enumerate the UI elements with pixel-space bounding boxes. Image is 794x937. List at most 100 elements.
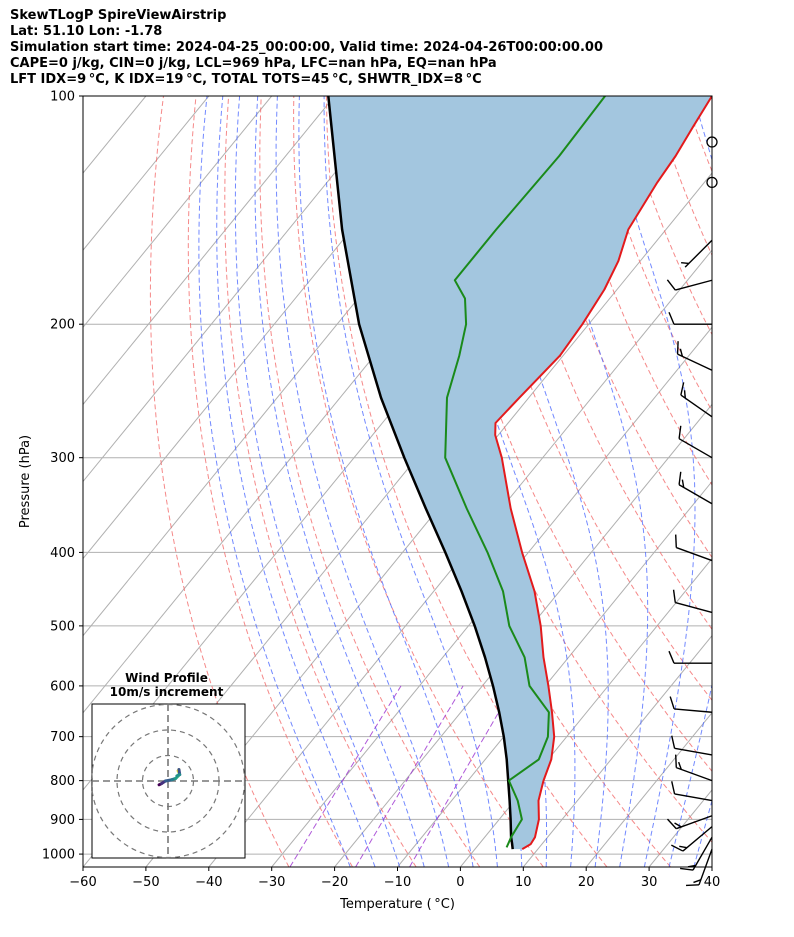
cin-shading: [328, 96, 712, 850]
barb-staff: [682, 826, 713, 852]
calm-circle: [706, 176, 718, 189]
barb-feather: [668, 311, 675, 325]
x-tick-label: −30: [258, 875, 285, 890]
barb-feather: [666, 818, 677, 830]
barb-feather: [666, 279, 676, 291]
x-tick-label: 20: [578, 875, 595, 890]
isotherm-line: [83, 96, 398, 483]
barb-feather: [674, 534, 677, 548]
barb-feather: [671, 735, 676, 749]
wind-barb: [674, 754, 713, 782]
y-axis-label: Pressure (hPa): [18, 435, 33, 528]
mixing-ratio-line: [289, 685, 402, 867]
moist-adiabat: [198, 96, 351, 867]
location-label: Lat: 51.10 Lon: -1.78: [10, 24, 163, 39]
calm-circle: [706, 136, 718, 148]
moist-adiabat: [323, 96, 498, 867]
mixing-ratio-line: [355, 685, 464, 867]
isotherm-line: [648, 789, 712, 867]
x-axis-label: Temperature ( °C): [339, 897, 455, 912]
hodograph-ring: [90, 703, 246, 859]
isotherm-line: [271, 326, 712, 867]
dry-adiabat: [717, 96, 794, 867]
barb-staff: [692, 836, 713, 871]
x-tick-label: 10: [515, 875, 532, 890]
wind-barb: [668, 311, 712, 325]
barb-staff: [674, 747, 713, 756]
barb-feather: [669, 696, 675, 710]
moist-adiabat: [601, 96, 696, 867]
chart-title: SkewTLogP SpireViewAirstrip: [10, 8, 227, 23]
barb-staff: [678, 484, 713, 505]
x-tick-label: 0: [456, 875, 464, 890]
y-tick-label: 100: [50, 90, 75, 105]
dry-adiabat: [187, 96, 353, 867]
barb-feather: [680, 382, 685, 396]
y-tick-label: 900: [50, 813, 75, 828]
barb-staff: [674, 708, 713, 713]
dry-adiabat: [684, 96, 712, 173]
isotherm-line: [83, 96, 273, 329]
wind-barb: [668, 650, 712, 664]
isotherm-line: [775, 96, 794, 867]
moist-adiabat: [668, 96, 712, 867]
moist-adiabat: [471, 96, 609, 867]
dry-adiabat: [259, 96, 481, 867]
dry-adiabat: [586, 96, 712, 412]
y-tick-label: 800: [50, 774, 75, 789]
y-tick-label: 700: [50, 730, 75, 745]
isotherm-line: [334, 403, 712, 867]
barb-feather: [683, 390, 686, 399]
dry-adiabat: [553, 96, 712, 486]
wind-barb: [666, 815, 713, 830]
barb-feather: [674, 822, 682, 828]
moist-adiabat: [693, 798, 712, 867]
wind-barb: [685, 848, 713, 887]
hodograph-segment: [175, 773, 182, 778]
isotherm-line: [522, 634, 712, 867]
isotherm-line: [585, 712, 712, 867]
moist-adiabat: [529, 96, 649, 867]
wind-barb: [678, 471, 713, 505]
dry-adiabat: [391, 96, 712, 843]
parcel-profile-line: [327, 96, 514, 850]
y-tick-label: 600: [50, 679, 75, 694]
isotherm-line: [83, 96, 84, 97]
barb-feather: [679, 348, 684, 357]
barb-staff: [676, 815, 713, 830]
moist-adiabat: [216, 96, 376, 867]
dry-adiabat: [149, 96, 290, 867]
dry-adiabat: [619, 96, 712, 336]
wind-barb: [669, 696, 713, 713]
wind-barb: [680, 382, 713, 418]
wind-barb: [681, 239, 713, 268]
moist-adiabat: [254, 96, 425, 867]
dry-adiabat: [783, 96, 794, 867]
plot-area: [83, 96, 794, 867]
barb-feather: [674, 754, 677, 768]
x-tick-label: −20: [321, 875, 348, 890]
hodograph-title: Wind Profile: [125, 671, 208, 685]
barb-staff: [680, 394, 713, 418]
barb-feather: [693, 879, 702, 884]
moist-adiabat: [298, 96, 474, 867]
barb-feather: [671, 844, 684, 852]
wind-barb: [678, 425, 713, 459]
barb-feather: [672, 589, 676, 603]
dry-adiabat: [651, 96, 712, 257]
x-tick-label: 30: [641, 875, 658, 890]
hodograph-subtitle: 10m/s increment: [110, 685, 224, 699]
dry-adiabat: [488, 96, 712, 631]
barb-staff: [677, 353, 713, 371]
x-tick-label: −10: [384, 875, 411, 890]
isotherm-line: [397, 480, 712, 867]
wind-barb: [671, 735, 713, 756]
y-tick-label: 1000: [42, 848, 75, 863]
barb-feather: [679, 845, 688, 849]
barb-staff: [676, 546, 713, 562]
isotherm-line: [83, 96, 210, 251]
moist-adiabat: [719, 96, 794, 867]
y-tick-label: 500: [50, 619, 75, 634]
barb-feather: [677, 761, 682, 770]
